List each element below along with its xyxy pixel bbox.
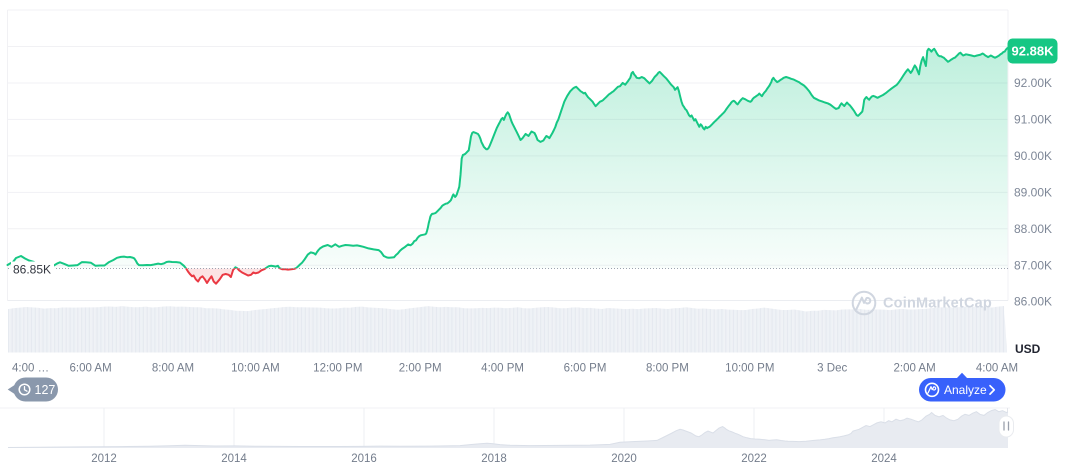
svg-text:4:00 …: 4:00 … bbox=[12, 363, 49, 375]
svg-text:127: 127 bbox=[35, 383, 56, 397]
svg-text:2:00 PM: 2:00 PM bbox=[399, 363, 442, 375]
svg-text:Analyze: Analyze bbox=[944, 383, 987, 397]
svg-text:2:00 AM: 2:00 AM bbox=[893, 363, 935, 375]
svg-text:2024: 2024 bbox=[871, 453, 897, 465]
svg-text:6:00 AM: 6:00 AM bbox=[69, 363, 111, 375]
svg-text:87.00K: 87.00K bbox=[1014, 259, 1052, 273]
svg-text:4:00 AM: 4:00 AM bbox=[976, 363, 1018, 375]
svg-text:2022: 2022 bbox=[741, 453, 767, 465]
svg-text:2012: 2012 bbox=[91, 453, 117, 465]
svg-text:CoinMarketCap: CoinMarketCap bbox=[883, 296, 992, 312]
svg-text:12:00 PM: 12:00 PM bbox=[313, 363, 362, 375]
svg-text:10:00 AM: 10:00 AM bbox=[231, 363, 280, 375]
svg-text:91.00K: 91.00K bbox=[1014, 113, 1052, 127]
svg-text:2018: 2018 bbox=[481, 453, 507, 465]
svg-text:8:00 PM: 8:00 PM bbox=[646, 363, 689, 375]
svg-text:86.00K: 86.00K bbox=[1014, 295, 1052, 309]
svg-text:2014: 2014 bbox=[221, 453, 247, 465]
svg-text:90.00K: 90.00K bbox=[1014, 149, 1052, 163]
svg-text:2016: 2016 bbox=[351, 453, 377, 465]
svg-text:88.00K: 88.00K bbox=[1014, 222, 1052, 236]
svg-text:89.00K: 89.00K bbox=[1014, 186, 1052, 200]
svg-text:6:00 PM: 6:00 PM bbox=[564, 363, 607, 375]
svg-text:10:00 PM: 10:00 PM bbox=[725, 363, 774, 375]
svg-text:2020: 2020 bbox=[611, 453, 637, 465]
svg-text:86.85K: 86.85K bbox=[13, 262, 51, 276]
svg-text:4:00 PM: 4:00 PM bbox=[481, 363, 524, 375]
svg-text:3 Dec: 3 Dec bbox=[817, 363, 847, 375]
svg-text:8:00 AM: 8:00 AM bbox=[152, 363, 194, 375]
svg-text:92.00K: 92.00K bbox=[1014, 76, 1052, 90]
svg-text:92.88K: 92.88K bbox=[1012, 44, 1055, 59]
svg-text:USD: USD bbox=[1015, 342, 1041, 356]
